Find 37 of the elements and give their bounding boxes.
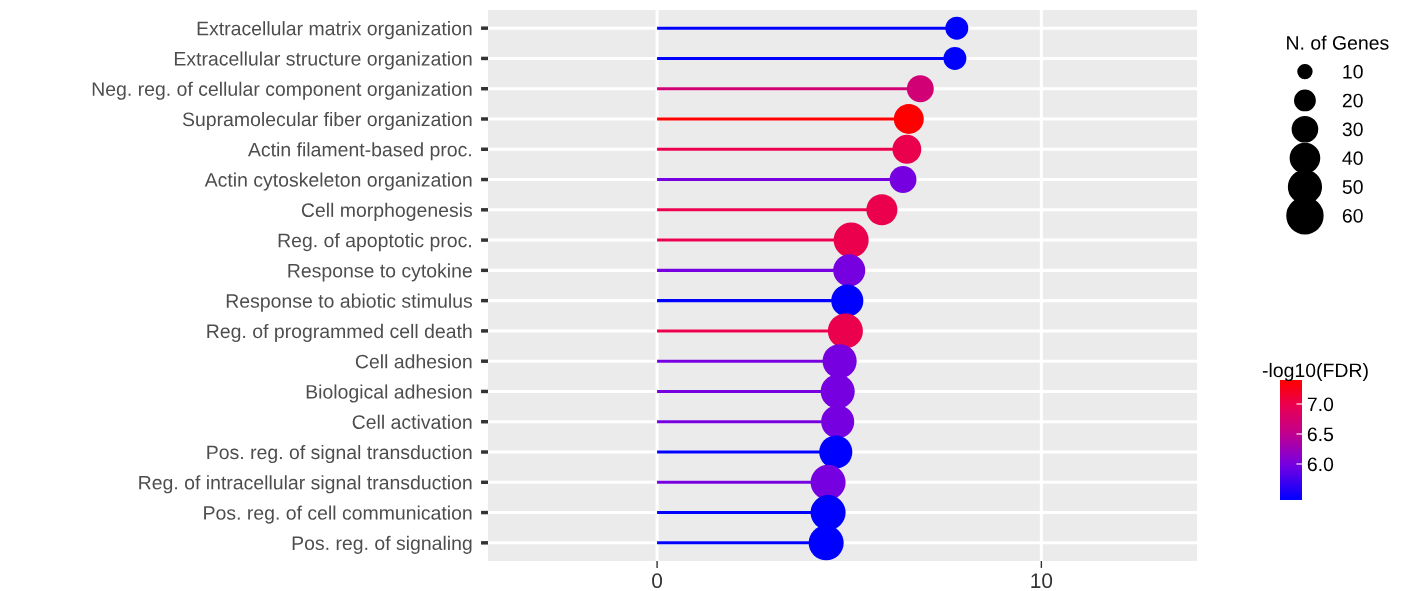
- color-bar-title: -log10(FDR): [1262, 362, 1368, 382]
- legend-label: 30: [1342, 122, 1363, 137]
- legend-label: 10: [1343, 64, 1363, 79]
- y-tick-label: Pos. reg. of cell communication: [204, 505, 472, 524]
- point: [831, 284, 864, 317]
- color-bar-label: 7.0: [1307, 397, 1334, 412]
- y-tick-label: Cell morphogenesis: [301, 202, 473, 221]
- y-tick-label: Pos. reg. of signaling: [292, 535, 472, 554]
- y-tick-label: Actin cytoskeleton organization: [204, 172, 472, 191]
- y-tick-label: Biological adhesion: [306, 384, 472, 403]
- y-tick-label: Cell adhesion: [355, 354, 472, 369]
- y-tick-label: Reg. of programmed cell death: [207, 323, 472, 342]
- y-tick-label: Supramolecular fiber organization: [182, 111, 472, 131]
- y-tick-label: Response to abiotic stimulus: [226, 293, 473, 312]
- point: [833, 254, 866, 287]
- x-tick-label: 0: [652, 573, 663, 589]
- y-tick-label: Reg. of apoptotic proc.: [278, 233, 471, 252]
- y-tick-label: Neg. reg. of cellular component organization: [92, 81, 472, 100]
- legend-title: N. of Genes: [1287, 35, 1389, 50]
- legend-label: 40: [1342, 151, 1363, 166]
- y-tick-label: Reg. of intracellular signal transduction: [139, 475, 472, 494]
- point: [822, 344, 857, 379]
- y-tick-label: Cell activation: [352, 414, 472, 429]
- y-tick-label: Extracellular matrix organization: [197, 21, 472, 40]
- point: [821, 405, 855, 439]
- legend-label: 50: [1342, 180, 1363, 194]
- color-bar-label: 6.0: [1307, 457, 1334, 472]
- point: [820, 374, 855, 409]
- y-tick-label: Pos. reg. of signal transduction: [207, 444, 472, 464]
- point: [819, 435, 853, 469]
- point: [866, 194, 898, 226]
- color-bar-label: 6.5: [1307, 427, 1334, 442]
- y-tick-label: Response to cytokine: [288, 263, 472, 282]
- y-tick-label: Actin filament-based proc.: [247, 142, 471, 161]
- legend-label: 60: [1342, 208, 1363, 223]
- y-tick-label: Extracellular structure organization: [174, 51, 472, 70]
- legend-label: 20: [1342, 93, 1363, 108]
